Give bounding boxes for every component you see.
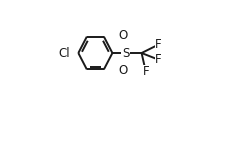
Text: F: F — [142, 65, 149, 78]
Text: O: O — [118, 64, 127, 77]
Text: F: F — [155, 38, 161, 51]
Text: S: S — [122, 46, 129, 60]
Text: F: F — [155, 53, 161, 66]
Text: Cl: Cl — [58, 46, 69, 60]
Text: O: O — [118, 30, 127, 43]
